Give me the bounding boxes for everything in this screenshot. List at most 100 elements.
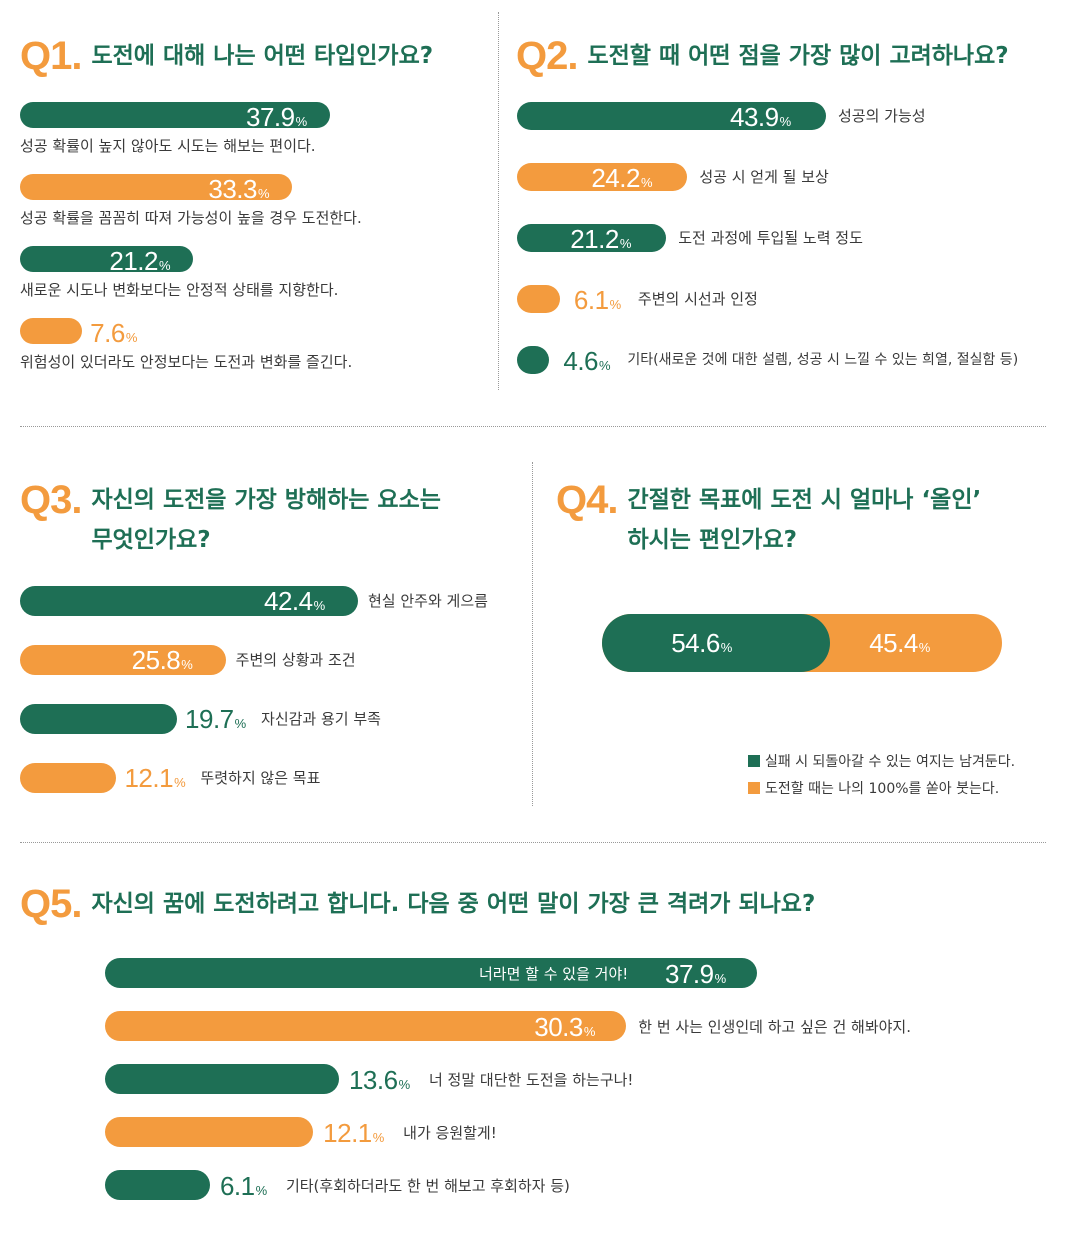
q1-label-1: 성공 확률을 꼼꼼히 따져 가능성이 높을 경우 도전한다.	[20, 209, 362, 227]
q1-value-1-percent: %	[257, 186, 270, 201]
q2-value-4: 4.6%	[563, 348, 610, 379]
q2-label-1: 성공 시 얻게 될 보상	[699, 168, 829, 186]
q1-value-3-percent: %	[125, 330, 138, 345]
q1-value-3: 7.6%	[90, 320, 137, 351]
q2-value-1: 24.2%	[591, 165, 652, 196]
q2-question: 도전할 때 어떤 점을 가장 많이 고려하나요?	[587, 43, 1009, 69]
q5-value-2-percent: %	[398, 1077, 411, 1092]
q3-value-1-percent: %	[181, 657, 193, 672]
q5-value-3-number: 12.1	[323, 1118, 372, 1148]
q1-title: Q1. 도전에 대해 나는 어떤 타입인가요?	[20, 34, 433, 78]
q2-value-0-number: 43.9	[730, 102, 779, 132]
q5-bar-3	[105, 1117, 314, 1147]
q1-value-0-percent: %	[295, 114, 308, 129]
q4-legend-1-swatch	[748, 755, 760, 767]
q2-number: Q2.	[516, 34, 578, 78]
q2-value-2-number: 21.2	[570, 224, 619, 254]
q5-value-4-percent: %	[255, 1183, 268, 1198]
q3-bar-1	[20, 645, 226, 675]
q4-value-0-percent: %	[720, 640, 733, 655]
q3-label-0: 현실 안주와 게으름	[368, 592, 488, 610]
q5-bar-1	[105, 1011, 627, 1041]
q2-value-2-percent: %	[619, 236, 632, 251]
q3-value-0: 42.4%	[264, 588, 325, 619]
q4-legend-2-text: 도전할 때는 나의 100%를 쏟아 붓는다.	[765, 781, 1000, 797]
q4-question: 간절한 목표에 도전 시 얼마나 ‘올인’	[627, 487, 982, 513]
q5-value-1-number: 30.3	[534, 1012, 583, 1042]
q1-bar-2	[20, 246, 194, 272]
q4-number: Q4.	[556, 478, 618, 522]
q5-value-1: 30.3%	[534, 1014, 595, 1045]
q5-bar-2	[105, 1064, 339, 1094]
q4-value-1: 45.4%	[869, 630, 930, 661]
q3-value-2-percent: %	[234, 716, 247, 731]
q2-bar-1	[517, 163, 688, 191]
q1-label-3: 위험성이 있더라도 안정보다는 도전과 변화를 즐긴다.	[20, 353, 353, 371]
q5-label-0: 너라면 할 수 있을 거야!	[479, 965, 629, 983]
q3-question: 자신의 도전을 가장 방해하는 요소는	[91, 487, 441, 513]
q5-label-4: 기타(후회하더라도 한 번 해보고 후회하자 등)	[285, 1177, 570, 1195]
q5-question: 자신의 꿈에 도전하려고 합니다. 다음 중 어떤 말이 가장 큰 격려가 되나…	[91, 891, 816, 917]
q1-value-3-number: 7.6	[90, 318, 125, 348]
q1-value-1: 33.3%	[208, 176, 269, 207]
q3-value-2: 19.7%	[185, 706, 246, 737]
q5-label-2: 너 정말 대단한 도전을 하는구나!	[428, 1071, 634, 1089]
q3-bar-2	[20, 704, 178, 734]
q3-value-3-percent: %	[174, 775, 186, 790]
q3-title: Q3. 자신의 도전을 가장 방해하는 요소는 무엇인가요?	[20, 478, 441, 560]
q4-legend-2: 도전할 때는 나의 100%를 쏟아 붓는다.	[748, 779, 999, 799]
q2-value-2: 21.2%	[570, 226, 631, 257]
q2-value-1-percent: %	[640, 175, 653, 190]
q4-legend-1-text: 실패 시 되돌아갈 수 있는 여지는 남겨둔다.	[765, 754, 1016, 770]
q5-value-3: 12.1%	[323, 1120, 384, 1151]
q5-value-2: 13.6%	[349, 1067, 410, 1098]
q3-label-2: 자신감과 용기 부족	[261, 710, 381, 728]
divider-q1-q2	[498, 12, 499, 390]
q2-bar-3	[517, 285, 560, 313]
q2-bar-4	[517, 346, 550, 374]
q1-value-2-percent: %	[159, 258, 171, 273]
q4-value-0: 54.6%	[671, 630, 732, 661]
q5-value-1-percent: %	[583, 1024, 596, 1039]
q4-title: Q4. 간절한 목표에 도전 시 얼마나 ‘올인’ 하시는 편인가요?	[556, 478, 981, 560]
q4-legend-2-swatch	[748, 782, 760, 794]
q4-question-line2: 하시는 편인가요?	[627, 527, 797, 553]
q3-bar-3	[20, 763, 117, 793]
q1-value-0-number: 37.9	[246, 102, 295, 132]
divider-top	[20, 426, 1046, 427]
q2-value-3-percent: %	[609, 297, 622, 312]
q3-question-wrap: 자신의 도전을 가장 방해하는 요소는 무엇인가요?	[91, 478, 440, 560]
q5-value-4: 6.1%	[220, 1173, 267, 1204]
q1-label-2: 새로운 시도나 변화보다는 안정적 상태를 지향한다.	[20, 281, 339, 299]
q5-label-3: 내가 응원할게!	[403, 1124, 497, 1142]
q1-bar-1	[20, 174, 293, 200]
q5-value-4-number: 6.1	[219, 1171, 255, 1201]
q2-label-0: 성공의 가능성	[838, 107, 926, 125]
q5-value-0-number: 37.9	[665, 959, 714, 989]
q2-value-1-number: 24.2	[591, 163, 640, 193]
q4-question-wrap: 간절한 목표에 도전 시 얼마나 ‘올인’ 하시는 편인가요?	[627, 478, 981, 560]
q3-question-line2: 무엇인가요?	[91, 527, 211, 553]
q1-question: 도전에 대해 나는 어떤 타입인가요?	[91, 43, 434, 69]
divider-bottom	[20, 842, 1046, 843]
q5-value-3-percent: %	[372, 1130, 385, 1145]
q3-value-0-number: 42.4	[264, 586, 313, 616]
q4-value-0-number: 54.6	[671, 628, 720, 658]
q2-value-0-percent: %	[779, 114, 792, 129]
q2-value-0: 43.9%	[730, 104, 791, 135]
divider-q3-q4	[532, 462, 533, 806]
q5-value-2-number: 13.6	[348, 1065, 398, 1095]
q1-label-0: 성공 확률이 높지 않아도 시도는 해보는 편이다.	[20, 137, 316, 155]
q3-value-3: 12.1%	[124, 765, 185, 796]
q3-value-1: 25.8%	[132, 647, 193, 678]
q3-bar-0	[20, 586, 358, 616]
q4-value-1-percent: %	[918, 640, 931, 655]
q2-label-3: 주변의 시선과 인정	[637, 290, 758, 308]
q2-value-3-number: 6.1	[573, 285, 609, 315]
q5-bar-4	[105, 1170, 210, 1200]
q3-value-0-percent: %	[313, 598, 326, 613]
q3-label-3: 뚜렷하지 않은 목표	[200, 769, 321, 787]
q1-bar-0	[20, 102, 330, 128]
q5-label-1: 한 번 사는 인생인데 하고 싶은 건 해봐야지.	[638, 1018, 911, 1036]
q4-bar-0	[602, 614, 831, 672]
